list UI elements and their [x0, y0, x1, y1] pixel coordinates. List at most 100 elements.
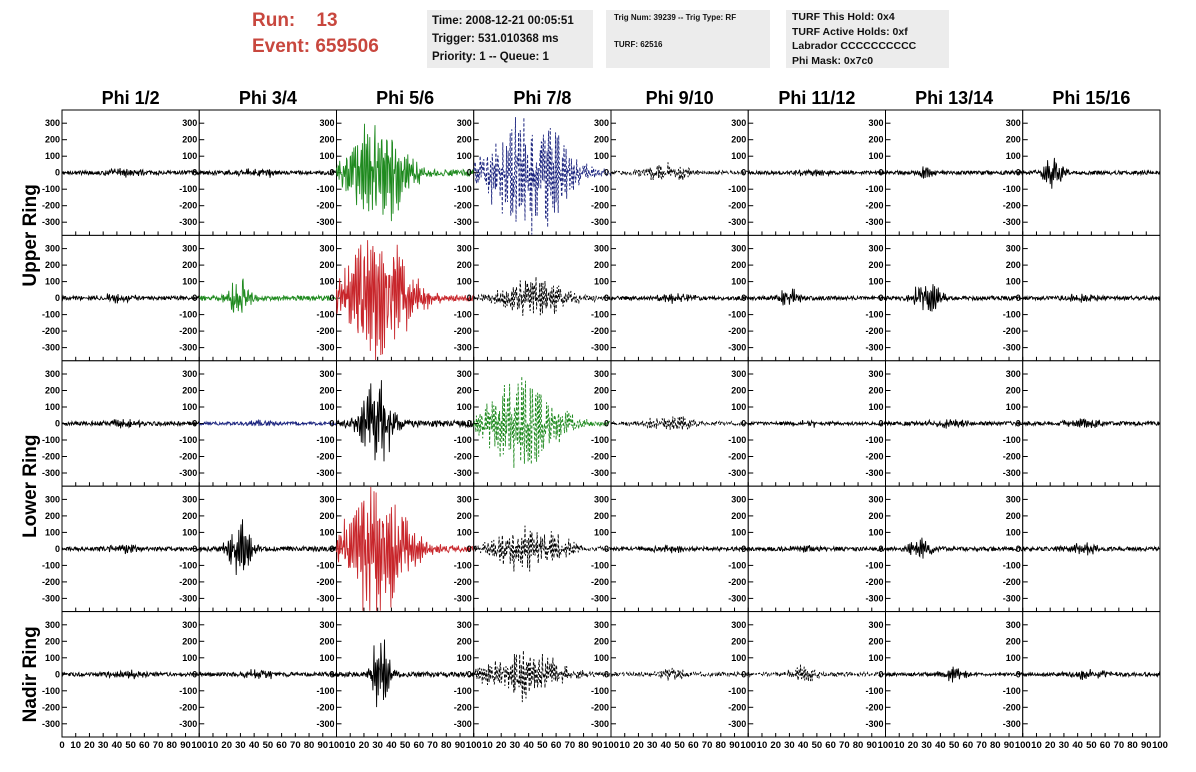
x-tick-label: 60 — [1100, 740, 1111, 751]
waveform-panel: 300 200 100 0 -100 -200 -300 — [454, 611, 612, 738]
x-tick-label: 50 — [400, 740, 411, 751]
y-tick-label: -100 — [42, 310, 60, 320]
waveform-trace — [61, 167, 200, 178]
y-tick-label: -200 — [728, 326, 746, 336]
x-tick-label: 60 — [825, 740, 836, 751]
y-tick-label: -100 — [454, 310, 472, 320]
y-tick-label: 0 — [55, 544, 60, 554]
x-tick-label: 10 — [894, 740, 905, 751]
y-tick-label: 100 — [319, 527, 334, 537]
y-tick-label: 100 — [594, 402, 609, 412]
y-tick-label: 300 — [457, 620, 472, 630]
labrador-text: Labrador CCCCCCCCCC — [792, 40, 917, 52]
y-tick-label: 200 — [182, 386, 197, 396]
waveform-trace — [61, 293, 200, 304]
x-tick-label: 50 — [537, 740, 548, 751]
y-tick-label: 100 — [182, 653, 197, 663]
y-tick-label: -300 — [179, 343, 197, 353]
y-tick-label: -100 — [591, 184, 609, 194]
y-tick-label: -200 — [591, 452, 609, 462]
x-tick-label: 20 — [359, 740, 370, 751]
y-tick-label: 100 — [45, 527, 60, 537]
y-tick-label: 100 — [868, 151, 883, 161]
y-tick-label: 200 — [594, 135, 609, 145]
y-tick-label: -100 — [316, 435, 334, 445]
y-tick-label: 300 — [731, 244, 746, 254]
x-tick-label: 70 — [839, 740, 850, 751]
waveform-trace — [610, 544, 749, 554]
x-tick-label: 30 — [1059, 740, 1070, 751]
y-tick-label: 200 — [731, 386, 746, 396]
waveform-panel: 300 200 100 0 -100 -200 -300 — [42, 611, 200, 738]
y-tick-label: -100 — [179, 184, 197, 194]
x-tick-label: 50 — [949, 740, 960, 751]
y-tick-label: -100 — [591, 310, 609, 320]
y-tick-label: 0 — [1016, 544, 1021, 554]
y-tick-label: 0 — [1016, 293, 1021, 303]
x-tick-label: 40 — [112, 740, 123, 751]
x-tick-label: 90 — [866, 740, 877, 751]
y-tick-label: 200 — [731, 135, 746, 145]
y-tick-label: -100 — [179, 435, 197, 445]
x-tick-label: 60 — [276, 740, 287, 751]
y-tick-label: 200 — [457, 511, 472, 521]
y-tick-label: -300 — [865, 343, 883, 353]
y-tick-label: 0 — [878, 544, 883, 554]
x-tick-label: 90 — [1004, 740, 1015, 751]
y-tick-label: -100 — [42, 184, 60, 194]
y-tick-label: 200 — [594, 260, 609, 270]
x-tick-label: 40 — [523, 740, 534, 751]
y-tick-label: 300 — [319, 369, 334, 379]
x-tick-label: 100 — [1152, 740, 1168, 751]
y-tick-label: 200 — [45, 511, 60, 521]
y-tick-label: 0 — [878, 419, 883, 429]
y-tick-label: -200 — [42, 577, 60, 587]
x-tick-label: 40 — [935, 740, 946, 751]
waveform-trace — [473, 376, 612, 469]
y-tick-label: -200 — [179, 201, 197, 211]
waveform-panel: 300 200 100 0 -100 -200 -300 — [42, 234, 200, 362]
waveform-trace — [336, 486, 475, 611]
y-tick-label: -100 — [728, 686, 746, 696]
y-tick-label: -200 — [316, 702, 334, 712]
waveform-panel: 300 200 100 0 -100 -200 -300 — [316, 611, 475, 738]
x-tick-label: 80 — [990, 740, 1001, 751]
waveform-trace — [610, 293, 749, 304]
waveform-panel: 300 200 100 0 -100 -200 -300 — [454, 360, 612, 487]
y-tick-label: -100 — [179, 686, 197, 696]
x-tick-label: 40 — [249, 740, 260, 751]
waveform-trace — [198, 519, 337, 576]
x-tick-label: 90 — [317, 740, 328, 751]
waveform-trace — [747, 664, 886, 682]
x-tick-label: 90 — [729, 740, 740, 751]
y-tick-label: 200 — [182, 636, 197, 646]
y-tick-label: -300 — [454, 217, 472, 227]
x-tick-label: 90 — [592, 740, 603, 751]
x-tick-label: 10 — [482, 740, 493, 751]
y-tick-label: 100 — [1006, 527, 1021, 537]
y-tick-label: -300 — [1003, 468, 1021, 478]
waveform-trace — [1022, 542, 1161, 556]
y-tick-label: 200 — [594, 386, 609, 396]
y-tick-label: 0 — [192, 168, 197, 178]
column-header: Phi 7/8 — [513, 88, 571, 108]
y-tick-label: -200 — [454, 577, 472, 587]
y-tick-label: 100 — [182, 151, 197, 161]
y-tick-label: 100 — [1006, 402, 1021, 412]
y-tick-label: -300 — [1003, 719, 1021, 729]
y-tick-label: 300 — [594, 244, 609, 254]
x-tick-label: 100 — [878, 740, 894, 751]
y-tick-label: 0 — [741, 293, 746, 303]
waveform-panel: 300 200 100 0 -100 -200 -300 — [1003, 360, 1161, 487]
y-tick-label: -200 — [1003, 577, 1021, 587]
y-tick-label: 200 — [457, 135, 472, 145]
y-tick-label: 0 — [1016, 419, 1021, 429]
y-tick-label: 0 — [192, 419, 197, 429]
y-tick-label: -300 — [865, 468, 883, 478]
y-tick-label: -200 — [179, 326, 197, 336]
y-tick-label: 100 — [731, 277, 746, 287]
y-tick-label: 0 — [604, 168, 609, 178]
y-tick-label: -300 — [454, 719, 472, 729]
y-tick-label: -200 — [1003, 326, 1021, 336]
turf-text: TURF: 62516 — [614, 40, 663, 49]
